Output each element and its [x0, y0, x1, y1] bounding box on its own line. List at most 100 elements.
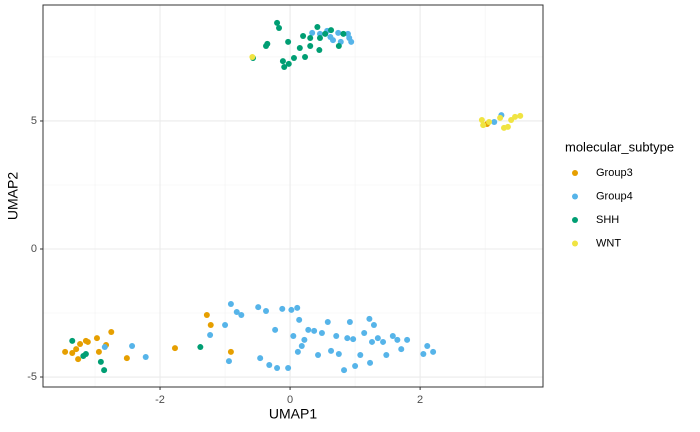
plot-panel: [43, 5, 543, 387]
point: [288, 306, 295, 313]
point: [142, 354, 149, 361]
point: [171, 345, 178, 352]
point: [77, 340, 84, 347]
point: [300, 32, 307, 39]
legend-label: Group4: [596, 190, 633, 202]
point: [97, 358, 104, 365]
point: [207, 332, 214, 339]
legend-label: Group3: [596, 167, 633, 179]
point: [84, 338, 91, 345]
point: [62, 348, 69, 355]
y-tick-label: 5: [31, 115, 37, 127]
point: [298, 343, 305, 350]
x-tick-label: 2: [417, 394, 423, 406]
legend-swatch: [572, 240, 578, 247]
point: [394, 336, 401, 343]
point: [129, 343, 136, 350]
point: [108, 328, 115, 335]
point: [344, 335, 351, 342]
point: [430, 348, 437, 355]
x-axis-title: UMAP1: [269, 406, 317, 422]
point: [203, 312, 210, 319]
point: [272, 326, 279, 333]
point: [266, 361, 273, 368]
point: [491, 119, 498, 126]
point: [233, 308, 240, 315]
point: [238, 312, 245, 319]
point: [335, 42, 342, 49]
legend-swatch: [572, 193, 578, 200]
point: [486, 119, 493, 126]
point: [348, 38, 355, 45]
point: [82, 350, 89, 357]
point: [344, 30, 351, 37]
point: [404, 336, 411, 343]
point: [361, 329, 368, 336]
point: [389, 333, 396, 340]
y-tick-label: 0: [31, 243, 37, 255]
point: [367, 359, 374, 366]
point: [307, 35, 314, 42]
point: [318, 329, 325, 336]
point: [333, 333, 340, 340]
point: [383, 351, 390, 358]
point: [296, 45, 303, 52]
point: [374, 335, 381, 342]
point: [301, 336, 308, 343]
x-tick-label: 0: [287, 394, 293, 406]
point: [357, 351, 364, 358]
point: [302, 53, 309, 60]
point: [294, 304, 301, 311]
point: [307, 42, 314, 49]
legend-swatch: [572, 170, 578, 176]
point: [69, 349, 76, 356]
point: [263, 42, 270, 49]
point: [350, 336, 357, 343]
point: [504, 123, 511, 130]
point: [281, 63, 288, 70]
point: [420, 350, 427, 357]
point: [225, 358, 232, 365]
point: [101, 344, 108, 351]
point: [227, 348, 234, 355]
point: [370, 322, 377, 329]
point: [257, 355, 264, 362]
point: [276, 25, 283, 32]
point: [329, 37, 336, 44]
point: [95, 348, 102, 355]
point: [346, 318, 353, 325]
point: [290, 54, 297, 61]
point: [263, 307, 270, 314]
point: [290, 333, 297, 340]
point: [274, 365, 281, 372]
legend-swatch: [572, 217, 578, 223]
point: [294, 348, 301, 355]
point: [335, 350, 342, 357]
point: [255, 304, 262, 311]
y-tick-label: -5: [27, 371, 37, 383]
point: [285, 38, 292, 45]
point: [207, 322, 214, 329]
point: [315, 351, 322, 358]
point: [517, 112, 524, 119]
point: [279, 305, 286, 312]
point: [311, 327, 318, 334]
point: [285, 365, 292, 372]
point: [335, 29, 342, 36]
point: [69, 337, 76, 344]
point: [324, 318, 331, 325]
point: [123, 355, 130, 362]
point: [424, 343, 431, 350]
point: [340, 30, 347, 37]
point: [352, 363, 359, 370]
x-tick-label: -2: [155, 394, 165, 406]
point: [316, 47, 323, 54]
point: [93, 335, 100, 342]
point: [366, 315, 373, 322]
point: [222, 322, 229, 329]
point: [341, 367, 348, 374]
point: [75, 356, 82, 363]
legend-title: molecular_subtype: [565, 139, 674, 154]
legend-label: WNT: [596, 237, 621, 249]
